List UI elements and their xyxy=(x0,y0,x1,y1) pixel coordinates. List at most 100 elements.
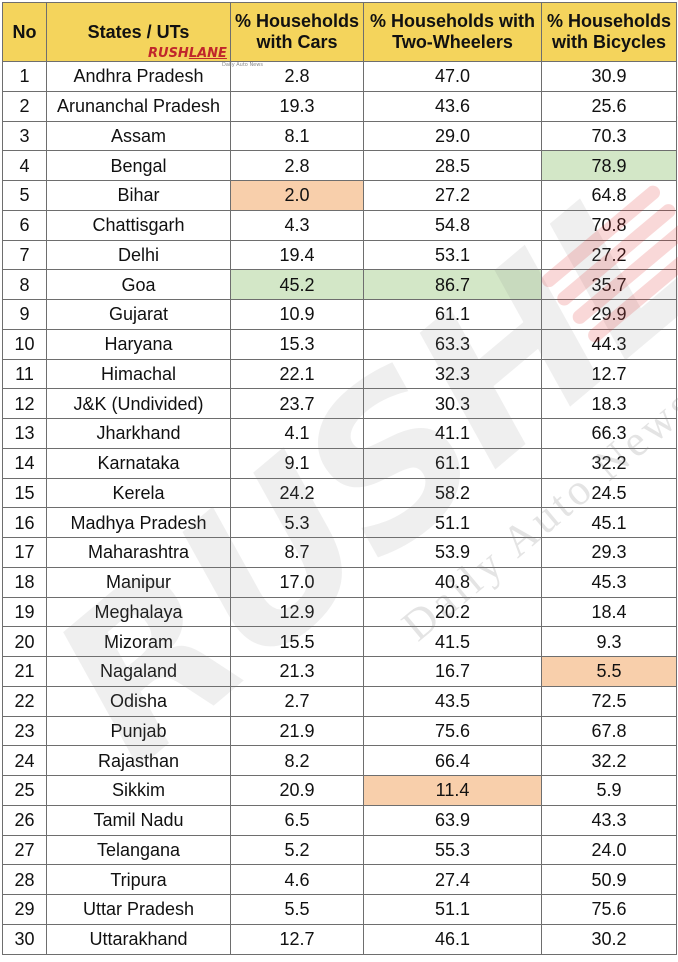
cell-cars: 22.1 xyxy=(230,358,364,390)
cell-cars: 12.9 xyxy=(230,596,364,628)
cell-two-wheelers: 40.8 xyxy=(363,566,542,598)
header-cars: % Households with Cars xyxy=(230,2,364,62)
table-row: 6 Chattisgarh 4.3 54.8 70.8 xyxy=(2,209,677,241)
table-row: 21 Nagaland 21.3 16.7 5.5 xyxy=(2,656,677,687)
cell-state: Andhra Pradesh xyxy=(46,61,231,92)
cell-no: 30 xyxy=(2,923,47,955)
cell-two-wheelers: 32.3 xyxy=(363,358,542,390)
cell-state: Bihar xyxy=(46,180,231,211)
cell-two-wheelers: 53.9 xyxy=(363,537,542,568)
cell-cars: 8.2 xyxy=(230,745,364,776)
cell-state: Mizoram xyxy=(46,626,231,657)
cell-bicycles: 66.3 xyxy=(541,418,677,449)
cell-two-wheelers: 27.4 xyxy=(363,864,542,895)
cell-cars: 15.5 xyxy=(230,626,364,657)
cell-no: 21 xyxy=(2,656,47,687)
cell-cars: 21.3 xyxy=(230,656,364,687)
table-row: 28 Tripura 4.6 27.4 50.9 xyxy=(2,864,677,895)
cell-two-wheelers: 61.1 xyxy=(363,299,542,330)
table-row: 1 Andhra Pradesh 2.8 47.0 30.9 xyxy=(2,61,677,92)
cell-state: Jharkhand xyxy=(46,418,231,449)
cell-state: Chattisgarh xyxy=(46,209,231,241)
cell-two-wheelers: 53.1 xyxy=(363,239,542,271)
cell-two-wheelers: 29.0 xyxy=(363,120,542,152)
cell-bicycles: 29.3 xyxy=(541,537,677,568)
cell-state: Goa xyxy=(46,269,231,300)
cell-bicycles: 5.9 xyxy=(541,775,677,806)
table-row: 25 Sikkim 20.9 11.4 5.9 xyxy=(2,775,677,806)
table-row: 7 Delhi 19.4 53.1 27.2 xyxy=(2,239,677,271)
cell-no: 13 xyxy=(2,418,47,449)
cell-cars: 5.2 xyxy=(230,834,364,866)
cell-no: 18 xyxy=(2,566,47,598)
cell-state: Sikkim xyxy=(46,775,231,806)
cell-state: Odisha xyxy=(46,685,231,717)
cell-bicycles: 9.3 xyxy=(541,626,677,657)
cell-no: 15 xyxy=(2,477,47,509)
cell-bicycles: 32.2 xyxy=(541,447,677,479)
cell-state: Tripura xyxy=(46,864,231,895)
cell-state: Madhya Pradesh xyxy=(46,507,231,538)
cell-no: 10 xyxy=(2,328,47,360)
cell-bicycles: 12.7 xyxy=(541,358,677,390)
cell-no: 6 xyxy=(2,209,47,241)
cell-state: Meghalaya xyxy=(46,596,231,628)
cell-two-wheelers: 61.1 xyxy=(363,447,542,479)
logo-text-accent: LANE xyxy=(188,46,227,61)
cell-no: 1 xyxy=(2,61,47,92)
cell-two-wheelers: 47.0 xyxy=(363,61,542,92)
table-row: 15 Kerela 24.2 58.2 24.5 xyxy=(2,477,677,509)
cell-state: Uttar Pradesh xyxy=(46,894,231,925)
cell-cars: 23.7 xyxy=(230,388,364,419)
table-row: 14 Karnataka 9.1 61.1 32.2 xyxy=(2,447,677,479)
logo-tagline: Daily Auto News xyxy=(222,62,263,68)
cell-cars: 21.9 xyxy=(230,715,364,747)
cell-cars: 19.3 xyxy=(230,90,364,122)
table-row: 16 Madhya Pradesh 5.3 51.1 45.1 xyxy=(2,507,677,538)
cell-cars: 2.7 xyxy=(230,685,364,717)
cell-state: Arunanchal Pradesh xyxy=(46,90,231,122)
cell-state: Maharashtra xyxy=(46,537,231,568)
cell-no: 24 xyxy=(2,745,47,776)
cell-state: Bengal xyxy=(46,150,231,181)
cell-bicycles: 24.0 xyxy=(541,834,677,866)
cell-bicycles: 18.4 xyxy=(541,596,677,628)
table-row: 4 Bengal 2.8 28.5 78.9 xyxy=(2,150,677,181)
cell-cars: 4.3 xyxy=(230,209,364,241)
cell-bicycles: 30.2 xyxy=(541,923,677,955)
table-row: 11 Himachal 22.1 32.3 12.7 xyxy=(2,358,677,390)
cell-bicycles: 45.3 xyxy=(541,566,677,598)
table-row: 24 Rajasthan 8.2 66.4 32.2 xyxy=(2,745,677,776)
cell-bicycles: 29.9 xyxy=(541,299,677,330)
header-state: States / UTs xyxy=(46,2,231,62)
cell-cars: 12.7 xyxy=(230,923,364,955)
cell-no: 28 xyxy=(2,864,47,895)
cell-bicycles: 35.7 xyxy=(541,269,677,300)
cell-two-wheelers: 51.1 xyxy=(363,507,542,538)
cell-no: 16 xyxy=(2,507,47,538)
cell-no: 17 xyxy=(2,537,47,568)
table-row: 12 J&K (Undivided) 23.7 30.3 18.3 xyxy=(2,388,677,419)
cell-two-wheelers: 66.4 xyxy=(363,745,542,776)
cell-bicycles: 70.8 xyxy=(541,209,677,241)
cell-bicycles: 72.5 xyxy=(541,685,677,717)
cell-bicycles: 70.3 xyxy=(541,120,677,152)
table-row: 22 Odisha 2.7 43.5 72.5 xyxy=(2,685,677,717)
cell-cars: 8.7 xyxy=(230,537,364,568)
cell-cars: 5.5 xyxy=(230,894,364,925)
cell-no: 2 xyxy=(2,90,47,122)
cell-cars: 4.1 xyxy=(230,418,364,449)
cell-two-wheelers: 20.2 xyxy=(363,596,542,628)
cell-no: 29 xyxy=(2,894,47,925)
cell-no: 19 xyxy=(2,596,47,628)
cell-no: 8 xyxy=(2,269,47,300)
table-body: 1 Andhra Pradesh 2.8 47.0 30.9 2 Arunanchal Pr… xyxy=(2,61,677,955)
cell-cars: 4.6 xyxy=(230,864,364,895)
cell-no: 5 xyxy=(2,180,47,211)
cell-two-wheelers: 11.4 xyxy=(363,775,542,806)
cell-bicycles: 30.9 xyxy=(541,61,677,92)
cell-cars: 15.3 xyxy=(230,328,364,360)
cell-cars: 9.1 xyxy=(230,447,364,479)
rushlane-logo: RUSHLANE xyxy=(148,46,227,61)
cell-bicycles: 75.6 xyxy=(541,894,677,925)
